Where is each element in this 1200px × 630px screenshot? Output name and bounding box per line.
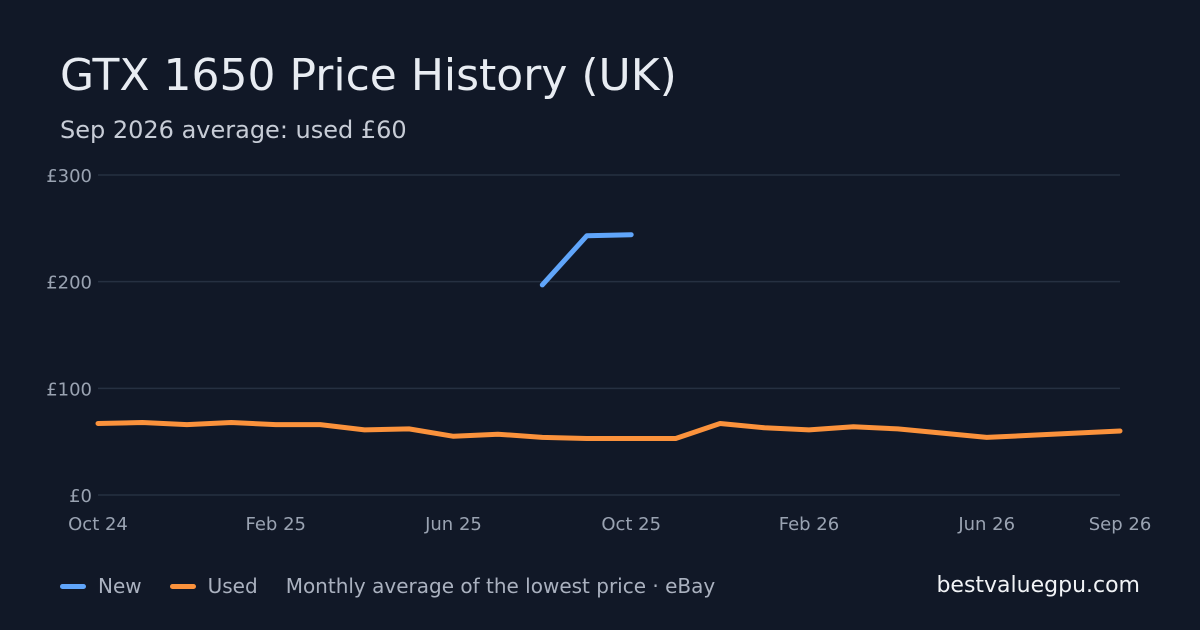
legend-note: Monthly average of the lowest price · eB… bbox=[285, 574, 716, 598]
legend-swatch-new bbox=[60, 583, 86, 589]
legend-label-used: Used bbox=[207, 574, 258, 598]
x-tick-label: Oct 25 bbox=[601, 514, 661, 535]
x-tick-label: Jun 26 bbox=[957, 514, 1015, 535]
legend-label-new: New bbox=[98, 574, 142, 598]
x-tick-label: Jun 25 bbox=[424, 514, 482, 535]
y-tick-label: £300 bbox=[46, 166, 92, 187]
x-tick-label: Oct 24 bbox=[68, 514, 128, 535]
x-tick-label: Feb 25 bbox=[245, 514, 306, 535]
chart-subtitle: Sep 2026 average: used £60 bbox=[60, 116, 407, 144]
series-line-new[interactable] bbox=[539, 232, 634, 288]
legend-item-used[interactable]: Used bbox=[169, 574, 258, 598]
grid-lines bbox=[98, 174, 1120, 496]
y-tick-label: £100 bbox=[46, 379, 92, 400]
y-axis-ticks: £0 £100 £200 £300 bbox=[46, 166, 92, 507]
legend-swatch-used bbox=[169, 583, 196, 589]
y-tick-label: £200 bbox=[46, 273, 92, 294]
legend: New Used Monthly average of the lowest p… bbox=[60, 574, 715, 598]
chart-title: GTX 1650 Price History (UK) bbox=[60, 50, 677, 101]
x-tick-label: Feb 26 bbox=[779, 514, 840, 535]
series-line-used[interactable] bbox=[95, 420, 1123, 441]
series-lines bbox=[95, 232, 1123, 441]
x-axis-ticks: Oct 24 Feb 25 Jun 25 Oct 25 Feb 26 Jun 26 Sep … bbox=[68, 514, 1151, 535]
y-tick-label: £0 bbox=[69, 486, 92, 507]
brand-link[interactable]: bestvaluegpu.com bbox=[936, 573, 1140, 598]
legend-item-new[interactable]: New bbox=[60, 574, 142, 598]
x-tick-label: Sep 26 bbox=[1089, 514, 1152, 535]
